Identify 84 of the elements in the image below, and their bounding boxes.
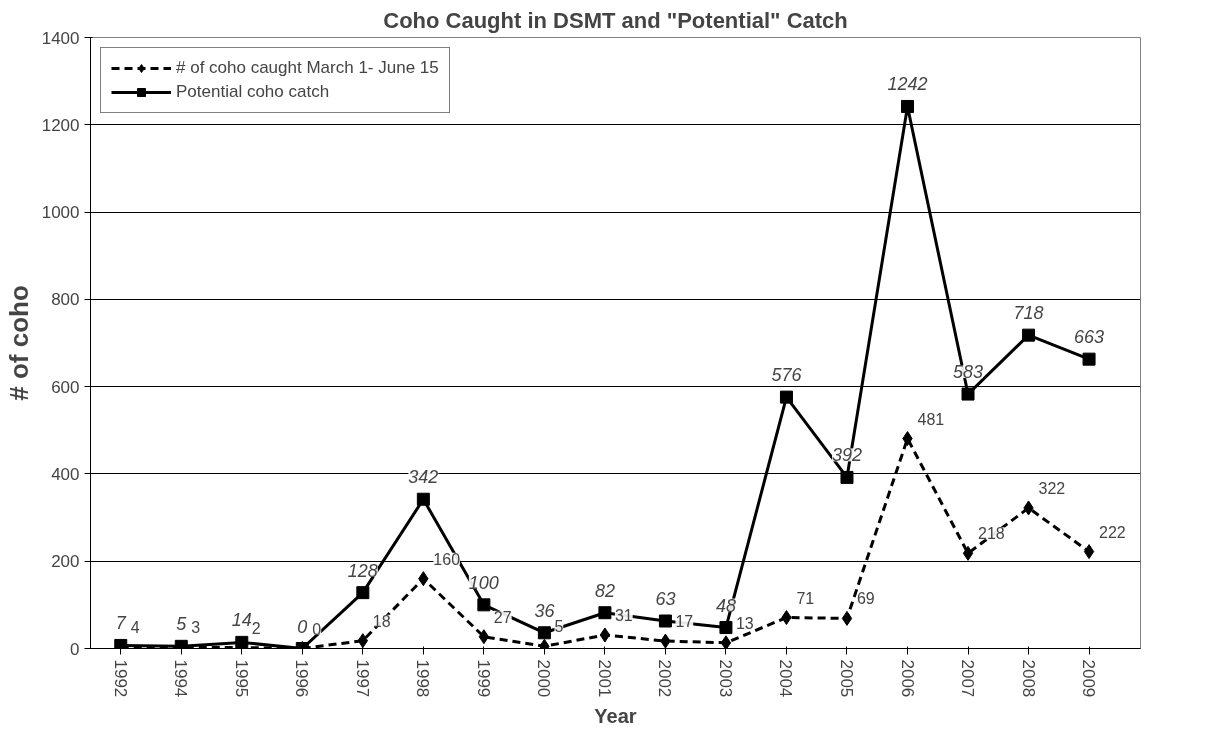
data-label: 2 [251,619,261,637]
point [1082,352,1096,366]
point [1022,328,1036,342]
data-label: 663 [1074,327,1105,348]
data-label: 583 [953,362,984,383]
x-tick-label: 2000 [534,659,554,698]
data-label: 36 [534,600,556,621]
x-tick-label: 2002 [655,659,675,698]
data-label: 71 [796,589,815,607]
data-label: 128 [347,560,378,581]
data-label: 31 [614,606,633,624]
point [599,627,611,643]
data-label: 392 [831,445,863,466]
data-label: 5 [554,618,564,636]
y-tick-label: 0 [70,639,80,659]
chart-title: Coho Caught in DSMT and "Potential" Catch [383,7,848,33]
y-tick-label: 200 [51,552,80,572]
legend-label: # of coho caught March 1- June 15 [176,58,439,78]
data-label: 48 [715,595,736,616]
data-label: 342 [408,467,439,488]
data-label: 322 [1038,479,1066,497]
y-tick-label: 400 [51,464,80,484]
legend-label: Potential coho catch [176,82,330,102]
y-tick-label: 800 [51,290,80,310]
x-tick-label: 2006 [897,659,917,698]
data-label: 27 [493,608,512,626]
data-label: 13 [735,614,754,632]
x-tick-label: 2009 [1079,659,1099,698]
data-label: 218 [978,525,1005,543]
data-label: 18 [372,612,391,630]
data-label: 17 [675,613,694,631]
x-tick-label: 1996 [292,659,312,698]
x-tick-label: 2005 [836,659,856,698]
data-label: 3 [191,619,201,637]
point [840,470,854,484]
point [537,626,551,640]
point [478,629,490,645]
data-label: 63 [655,589,676,610]
point [962,545,974,561]
y-tick-label: 1400 [41,28,80,48]
data-label: 481 [917,410,945,428]
x-tick-label: 2008 [1018,659,1038,698]
point [779,390,793,404]
point [841,610,853,626]
data-label: 69 [856,590,875,608]
point [1083,544,1095,560]
x-tick-label: 1992 [110,659,130,698]
x-tick-label: 2004 [776,659,796,698]
point [720,635,732,649]
point [658,614,672,628]
data-label: 5 [176,614,188,635]
data-label: 82 [594,580,615,601]
data-label: 718 [1013,303,1044,324]
y-tick-label: 1000 [41,203,80,223]
data-label: 1242 [887,74,928,95]
point [719,621,733,635]
x-axis-title: Year [594,705,637,728]
data-label: 14 [231,610,252,631]
y-tick-label: 600 [51,377,80,397]
point [598,606,612,620]
x-tick-label: 1995 [231,659,251,698]
x-tick-label: 1997 [352,659,372,698]
point [356,586,370,600]
data-label: 576 [771,365,803,386]
data-label: 0 [312,620,322,638]
y-tick-label: 1200 [41,115,80,135]
point [235,635,249,649]
point [477,598,491,612]
data-label: 100 [468,572,499,593]
x-tick-label: 1999 [473,659,493,698]
y-axis-title: # of coho [3,285,34,401]
x-tick-label: 2001 [594,659,614,698]
point [961,387,975,401]
data-label: 0 [297,616,308,637]
data-label: 160 [433,550,461,568]
data-label: 222 [1099,523,1126,541]
data-label: 4 [130,618,140,636]
x-tick-label: 1994 [171,659,191,698]
data-label: 7 [115,613,127,634]
point [416,492,430,506]
x-tick-label: 2007 [958,659,978,698]
x-tick-label: 1998 [413,659,433,698]
x-tick-label: 2003 [715,659,735,698]
point [901,99,914,113]
